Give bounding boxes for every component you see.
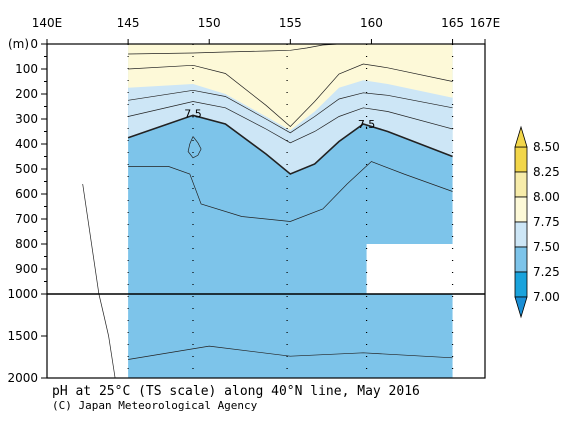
axes: [46, 43, 486, 379]
colorbar-label: 7.50: [533, 240, 560, 254]
chart-title: pH at 25°C (TS scale) along 40°N line, M…: [52, 384, 420, 399]
y-tick-label: 900: [15, 262, 38, 276]
colorbar-swatch: [514, 246, 528, 273]
colorbar-label: 7.25: [533, 265, 560, 279]
colorbar-swatch: [514, 171, 528, 198]
y-tick-label: 2000: [7, 371, 38, 385]
contour-lines: 7.5 7.5: [82, 43, 453, 379]
contour-label: 7.5: [358, 118, 376, 131]
colorbar-arrow-bottom: [514, 296, 528, 319]
contour-line: [128, 43, 340, 55]
chart-credit: (C) Japan Meteorological Agency: [52, 399, 258, 412]
colorbar-label: 8.25: [533, 165, 560, 179]
x-tick-label: 145: [117, 16, 140, 30]
missing-data-region: [366, 244, 454, 294]
colorbar: 8.50 8.25 8.00 7.75 7.50 7.25 7.00: [514, 125, 560, 319]
contour-line: [127, 114, 453, 175]
contour-fills: [128, 44, 454, 378]
contour-line: [82, 183, 116, 379]
contour-line: [128, 101, 453, 144]
y-tick-label: 100: [15, 62, 38, 76]
contour-line: [128, 161, 453, 222]
y-tick-label: 600: [15, 187, 38, 201]
contour-line: [128, 345, 453, 360]
colorbar-swatch: [514, 271, 528, 298]
y-tick-label: 1500: [7, 329, 38, 343]
contour-line: [128, 89, 453, 134]
x-tick-label: 167E: [470, 16, 501, 30]
colorbar-label: 8.50: [533, 140, 560, 154]
x-tick-label: 155: [279, 16, 302, 30]
y-tick-label: 300: [15, 112, 38, 126]
colorbar-label: 7.00: [533, 290, 560, 304]
x-tick-label: 140E: [32, 16, 63, 30]
x-ticks: 140E 145 150 155 160 165 167E: [32, 16, 501, 44]
y-tick-label: 1000: [7, 287, 38, 301]
colorbar-label: 8.00: [533, 190, 560, 204]
plot-frame: [46, 43, 486, 379]
y-tick-label: 200: [15, 87, 38, 101]
y-tick-label: 500: [15, 162, 38, 176]
y-tick-label: 0: [30, 37, 38, 51]
colorbar-swatch: [514, 196, 528, 223]
contour-label: 7.5: [184, 108, 202, 121]
y-axis-label: (m): [8, 37, 29, 51]
colorbar-swatch: [514, 146, 528, 173]
colorbar-label: 7.75: [533, 215, 560, 229]
colorbar-arrow-top: [514, 125, 528, 148]
y-tick-label: 800: [15, 237, 38, 251]
y-tick-label: 400: [15, 137, 38, 151]
y-ticks: 0 100 200 300 400 500 600 700 800 900 1000 1500 2000…: [7, 37, 47, 385]
contour-line: [187, 136, 202, 159]
contour-line: [128, 63, 453, 127]
x-tick-label: 165: [441, 16, 464, 30]
y-tick-label: 700: [15, 212, 38, 226]
x-tick-label: 150: [198, 16, 221, 30]
x-tick-label: 160: [360, 16, 383, 30]
colorbar-swatch: [514, 221, 528, 248]
